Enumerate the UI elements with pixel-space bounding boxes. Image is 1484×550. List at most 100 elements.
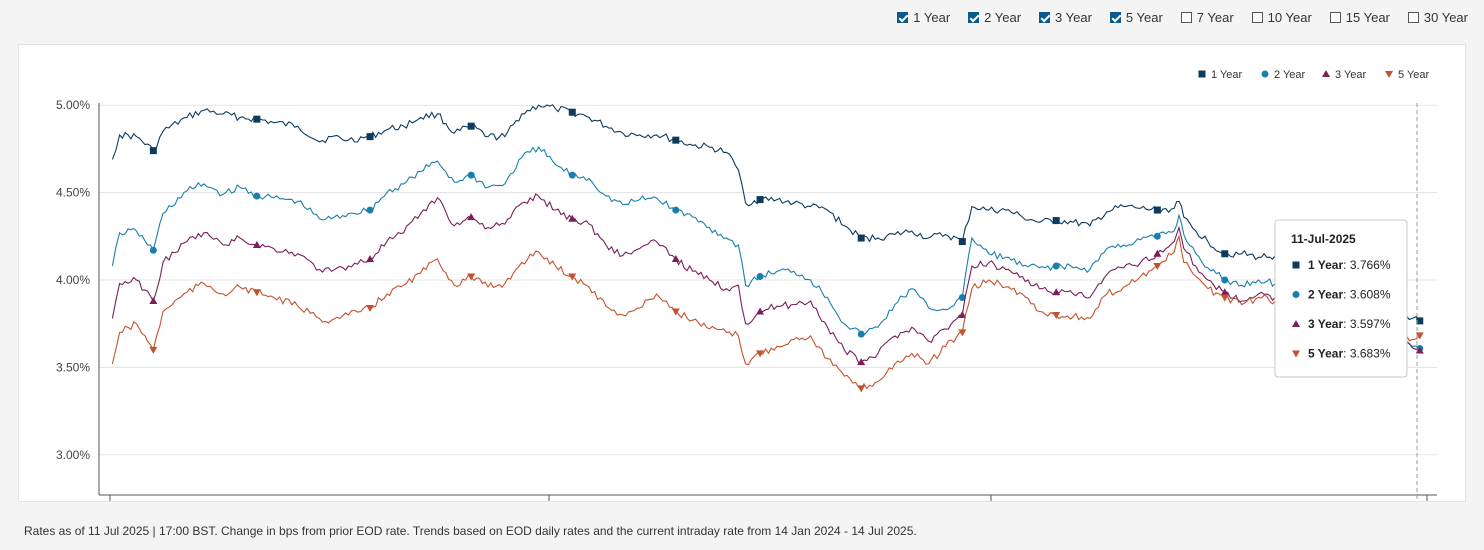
tooltip: 11-Jul-2025 1 Year: 3.766% 2 Year: 3.608% 3… xyxy=(1274,219,1408,378)
series-5-year xyxy=(111,234,1424,393)
triangle-down-marker xyxy=(568,273,577,281)
toggle-5-year[interactable]: 5 Year xyxy=(1109,10,1163,25)
tooltip-series-name: 1 Year xyxy=(1308,258,1343,272)
footnote: Rates as of 11 Jul 2025 | 17:00 BST. Cha… xyxy=(24,524,917,538)
circle-marker xyxy=(149,246,157,254)
square-marker xyxy=(1153,206,1161,214)
square-marker xyxy=(1416,317,1424,325)
checkbox[interactable] xyxy=(1329,12,1341,23)
triangle-up-marker xyxy=(1322,70,1330,77)
square-marker xyxy=(958,238,966,246)
circle-marker xyxy=(672,206,680,214)
triangle-up-marker xyxy=(467,213,476,221)
triangle-down-marker xyxy=(756,350,765,358)
toggle-2-year[interactable]: 2 Year xyxy=(968,10,1021,25)
tooltip-row: 2 Year: 3.608% xyxy=(1308,288,1391,302)
tooltip-value: : 3.597% xyxy=(1343,317,1391,331)
circle-marker xyxy=(756,272,764,280)
chart-legend: 1 Year 2 Year 3 Year 5 Year xyxy=(1198,69,1430,81)
toggle-3-year[interactable]: 3 Year xyxy=(1039,10,1092,25)
toggle-30-year[interactable]: 30 Year xyxy=(1407,10,1468,25)
square-marker xyxy=(1292,261,1300,269)
line-chart: 3.00% 3.50% 4.00% 4.50% 5.00% 1 Year 2 Year 3 … xyxy=(56,69,1437,501)
triangle-down-marker xyxy=(252,289,261,297)
checkbox[interactable] xyxy=(1180,12,1192,23)
circle-marker xyxy=(1261,70,1269,78)
tooltip-row: 1 Year: 3.766% xyxy=(1308,258,1391,272)
triangle-down-marker xyxy=(1220,294,1229,302)
toggle-label: 1 Year xyxy=(913,10,951,25)
toggle-1-year[interactable]: 1 Year xyxy=(897,10,950,25)
toggle-label: 7 Year xyxy=(1196,10,1234,25)
triangle-up-marker xyxy=(149,296,158,304)
series-lines xyxy=(111,104,1424,393)
tooltip-series-name: 2 Year xyxy=(1308,288,1343,302)
circle-marker xyxy=(253,192,261,200)
triangle-down-marker xyxy=(1385,71,1393,78)
triangle-up-marker xyxy=(1220,288,1229,296)
grid-lines xyxy=(99,104,1437,456)
toggle-label: 10 Year xyxy=(1267,10,1312,25)
toggle-label: 5 Year xyxy=(1125,10,1163,25)
toggle-label: 3 Year xyxy=(1055,10,1092,25)
circle-marker xyxy=(568,171,576,179)
triangle-down-marker xyxy=(1292,350,1300,358)
triangle-up-marker xyxy=(958,310,967,318)
tooltip-box xyxy=(1274,219,1408,378)
legend-label: 3 Year xyxy=(1335,69,1367,81)
chart-panel: 3.00% 3.50% 4.00% 4.50% 5.00% 1 Year 2 Year 3 … xyxy=(18,44,1466,502)
tooltip-row: 3 Year: 3.597% xyxy=(1308,317,1391,331)
checkbox[interactable] xyxy=(968,12,980,23)
triangle-up-marker xyxy=(1153,249,1162,257)
toggle-10-year[interactable]: 10 Year xyxy=(1251,10,1312,25)
checkbox[interactable] xyxy=(1109,12,1121,23)
series-toggle-bar: 1 Year 2 Year 3 Year 5 Year 7 Year 10 Year 15 … xyxy=(879,10,1468,25)
y-tick-label: 3.00% xyxy=(56,448,90,462)
checkbox[interactable] xyxy=(1251,12,1263,23)
series-line xyxy=(111,104,1421,325)
checkbox[interactable] xyxy=(1407,12,1419,23)
tooltip-series-name: 3 Year xyxy=(1308,317,1343,331)
triangle-up-marker xyxy=(857,358,866,366)
checkbox[interactable] xyxy=(897,12,909,23)
circle-marker xyxy=(958,293,966,301)
y-tick-label: 4.50% xyxy=(56,186,90,200)
toggle-7-year[interactable]: 7 Year xyxy=(1180,10,1234,25)
circle-marker xyxy=(1052,262,1060,270)
triangle-up-marker xyxy=(1415,346,1424,354)
circle-marker xyxy=(1153,232,1161,240)
checkbox[interactable] xyxy=(1039,12,1051,23)
series-line xyxy=(111,193,1420,364)
y-axis-ticks: 3.00% 3.50% 4.00% 4.50% 5.00% xyxy=(56,98,90,462)
tooltip-value: : 3.683% xyxy=(1343,347,1391,361)
square-marker xyxy=(1221,250,1229,258)
toggle-15-year[interactable]: 15 Year xyxy=(1329,10,1390,25)
circle-marker xyxy=(366,206,374,214)
square-marker xyxy=(1198,70,1206,78)
triangle-down-marker xyxy=(671,308,680,316)
square-marker xyxy=(756,196,764,204)
tooltip-row: 5 Year: 3.683% xyxy=(1308,347,1391,361)
tooltip-series-name: 5 Year xyxy=(1308,347,1343,361)
square-marker xyxy=(253,115,261,123)
circle-marker xyxy=(857,330,865,338)
triangle-down-marker xyxy=(366,304,375,312)
triangle-down-marker xyxy=(1052,311,1061,319)
triangle-up-marker xyxy=(756,307,765,315)
legend-label: 2 Year xyxy=(1274,69,1306,81)
triangle-down-marker xyxy=(1153,263,1162,271)
axes xyxy=(98,103,1437,501)
triangle-down-marker xyxy=(857,385,866,393)
triangle-down-marker xyxy=(958,329,967,337)
circle-marker xyxy=(1221,276,1229,284)
y-tick-label: 5.00% xyxy=(56,98,90,112)
legend-label: 5 Year xyxy=(1398,69,1430,81)
y-tick-label: 4.00% xyxy=(56,273,90,287)
square-marker xyxy=(1052,217,1060,225)
y-tick-label: 3.50% xyxy=(56,360,90,374)
square-marker xyxy=(366,133,374,141)
square-marker xyxy=(672,136,680,144)
legend-label: 1 Year xyxy=(1211,69,1243,81)
toggle-label: 30 Year xyxy=(1423,10,1468,25)
square-marker xyxy=(857,234,865,242)
